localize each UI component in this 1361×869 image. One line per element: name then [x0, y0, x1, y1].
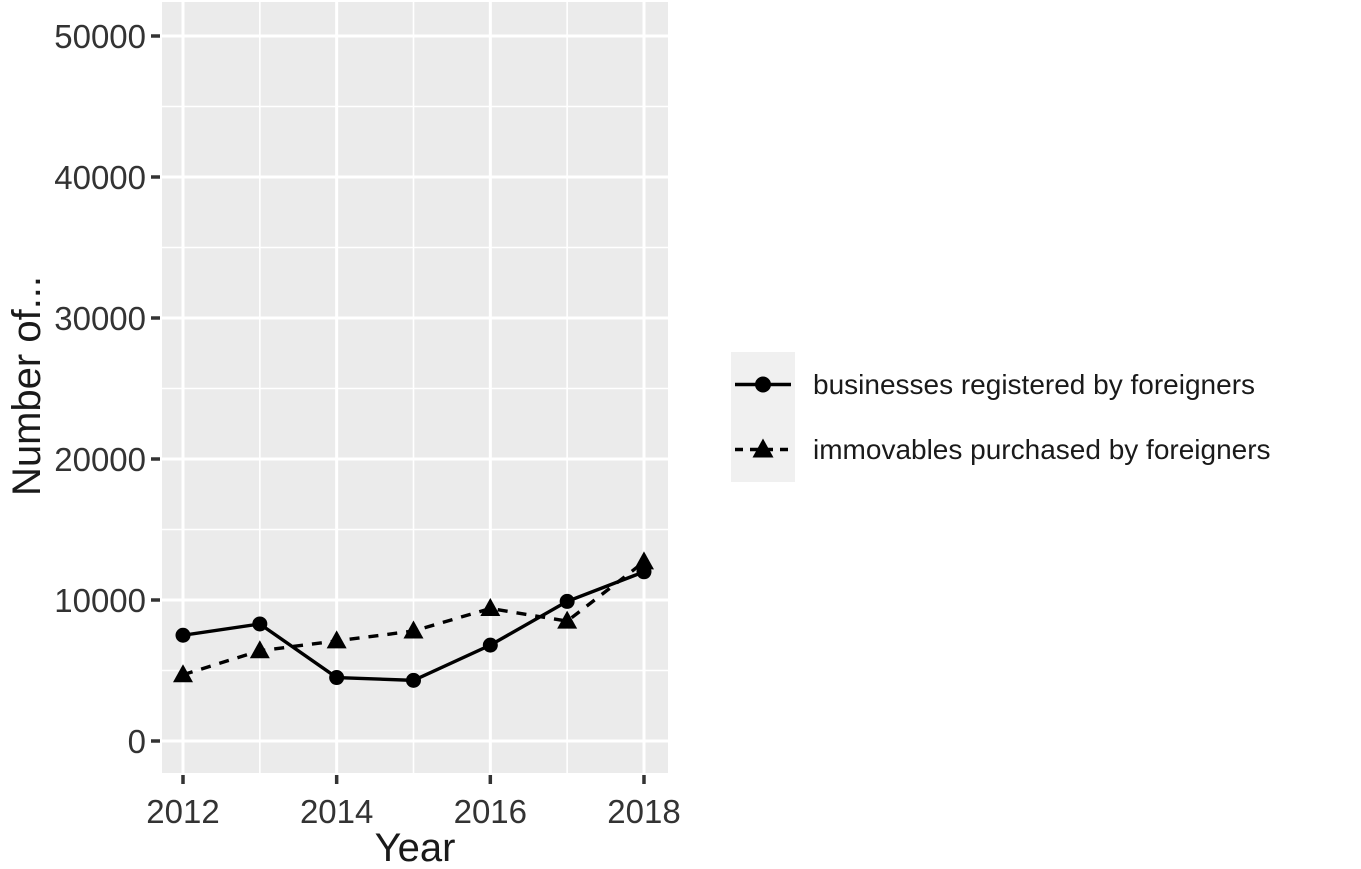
x-tick-label: 2012 — [146, 793, 219, 830]
y-tick-label: 30000 — [54, 300, 146, 337]
data-point-triangle — [480, 597, 501, 616]
plot-area — [162, 2, 668, 773]
data-point-triangle — [633, 551, 654, 570]
data-point-triangle — [326, 630, 347, 649]
data-point-circle — [252, 616, 268, 632]
legend: businesses registered by foreigners immo… — [731, 352, 1351, 482]
data-point-triangle — [173, 664, 193, 683]
data-point-triangle — [557, 610, 578, 629]
data-point-circle — [559, 593, 575, 609]
data-point-triangle — [249, 640, 270, 659]
y-tick-label: 0 — [128, 723, 146, 760]
x-tick-label: 2014 — [300, 793, 373, 830]
x-tick-label: 2018 — [607, 793, 680, 830]
data-point-circle — [175, 627, 191, 643]
legend-label-immovables: immovables purchased by foreigners — [813, 433, 1271, 465]
legend-label-businesses: businesses registered by foreigners — [813, 368, 1256, 400]
solid-line-circle-key-icon — [735, 376, 791, 393]
legend-key-box — [731, 352, 795, 482]
x-tick-label: 2016 — [454, 793, 527, 830]
data-point-circle — [482, 637, 498, 653]
data-point-circle — [329, 670, 345, 686]
y-axis-title: Number of... — [5, 275, 49, 497]
x-axis-title: Year — [374, 826, 456, 869]
data-point-triangle — [403, 620, 424, 639]
y-tick-label: 40000 — [54, 159, 146, 196]
dashed-line-triangle-key-icon — [735, 438, 791, 458]
y-tick-label: 50000 — [54, 18, 146, 55]
data-point-circle — [405, 672, 421, 688]
y-tick-label: 10000 — [54, 582, 146, 619]
y-tick-label: 20000 — [54, 441, 146, 478]
